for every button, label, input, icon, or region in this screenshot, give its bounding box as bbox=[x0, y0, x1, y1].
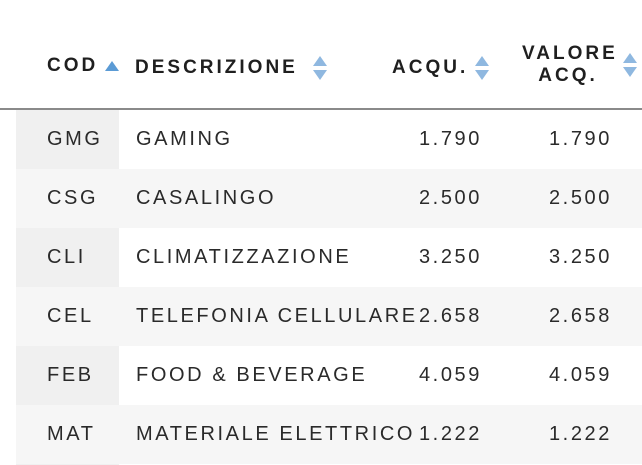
sort-both-icon[interactable] bbox=[622, 52, 638, 78]
header-acqu-label: ACQU. bbox=[392, 57, 469, 79]
cell-cod: CSG bbox=[47, 187, 99, 209]
cell-acqu: 2.658 bbox=[418, 305, 482, 327]
cell-valore: 1.790 bbox=[548, 128, 612, 150]
table-row[interactable]: GMG GAMING 1.790 1.790 bbox=[16, 110, 642, 169]
table-header: COD DESCRIZIONE ACQU. VALORE ACQ. bbox=[0, 0, 642, 110]
header-cod[interactable]: COD bbox=[47, 55, 120, 77]
sort-both-icon[interactable] bbox=[312, 55, 328, 81]
table-row[interactable]: CEL TELEFONIA CELLULARE 2.658 2.658 bbox=[16, 287, 642, 346]
header-acqu[interactable]: ACQU. bbox=[392, 55, 490, 81]
cell-acqu: 1.790 bbox=[418, 128, 482, 150]
cell-descrizione: FOOD & BEVERAGE bbox=[136, 364, 368, 386]
sort-ascending-icon[interactable] bbox=[104, 60, 120, 72]
cell-acqu: 2.500 bbox=[418, 187, 482, 209]
cell-valore: 2.500 bbox=[548, 187, 612, 209]
cell-cod: FEB bbox=[47, 364, 94, 386]
table-row[interactable]: CSG CASALINGO 2.500 2.500 bbox=[16, 169, 642, 228]
cell-descrizione: MATERIALE ELETTRICO bbox=[136, 423, 416, 445]
table-row[interactable]: MAT MATERIALE ELETTRICO 1.222 1.222 bbox=[16, 405, 642, 464]
cell-valore: 3.250 bbox=[548, 246, 612, 268]
cell-acqu: 4.059 bbox=[418, 364, 482, 386]
cell-cod: CLI bbox=[47, 246, 86, 268]
cell-acqu: 1.222 bbox=[418, 423, 482, 445]
header-valore-acq[interactable]: VALORE ACQ. bbox=[522, 43, 637, 87]
cell-cod: GMG bbox=[47, 128, 103, 150]
header-valore-line2: ACQ. bbox=[538, 65, 598, 86]
table-row[interactable]: FEB FOOD & BEVERAGE 4.059 4.059 bbox=[16, 346, 642, 405]
header-descrizione-label: DESCRIZIONE bbox=[135, 57, 298, 79]
cell-descrizione: GAMING bbox=[136, 128, 233, 150]
cell-valore: 4.059 bbox=[548, 364, 612, 386]
table-row[interactable]: CLI CLIMATIZZAZIONE 3.250 3.250 bbox=[16, 228, 642, 287]
sort-both-icon[interactable] bbox=[474, 55, 490, 81]
cell-valore: 1.222 bbox=[548, 423, 612, 445]
header-cod-label: COD bbox=[47, 55, 99, 76]
header-valore-line1: VALORE bbox=[522, 43, 618, 64]
header-descrizione[interactable]: DESCRIZIONE bbox=[135, 55, 328, 81]
cell-descrizione: TELEFONIA CELLULARE bbox=[136, 305, 418, 327]
cell-cod: MAT bbox=[47, 423, 96, 445]
cell-descrizione: CASALINGO bbox=[136, 187, 277, 209]
cell-descrizione: CLIMATIZZAZIONE bbox=[136, 246, 352, 268]
cell-valore: 2.658 bbox=[548, 305, 612, 327]
cell-acqu: 3.250 bbox=[418, 246, 482, 268]
cell-cod: CEL bbox=[47, 305, 94, 327]
